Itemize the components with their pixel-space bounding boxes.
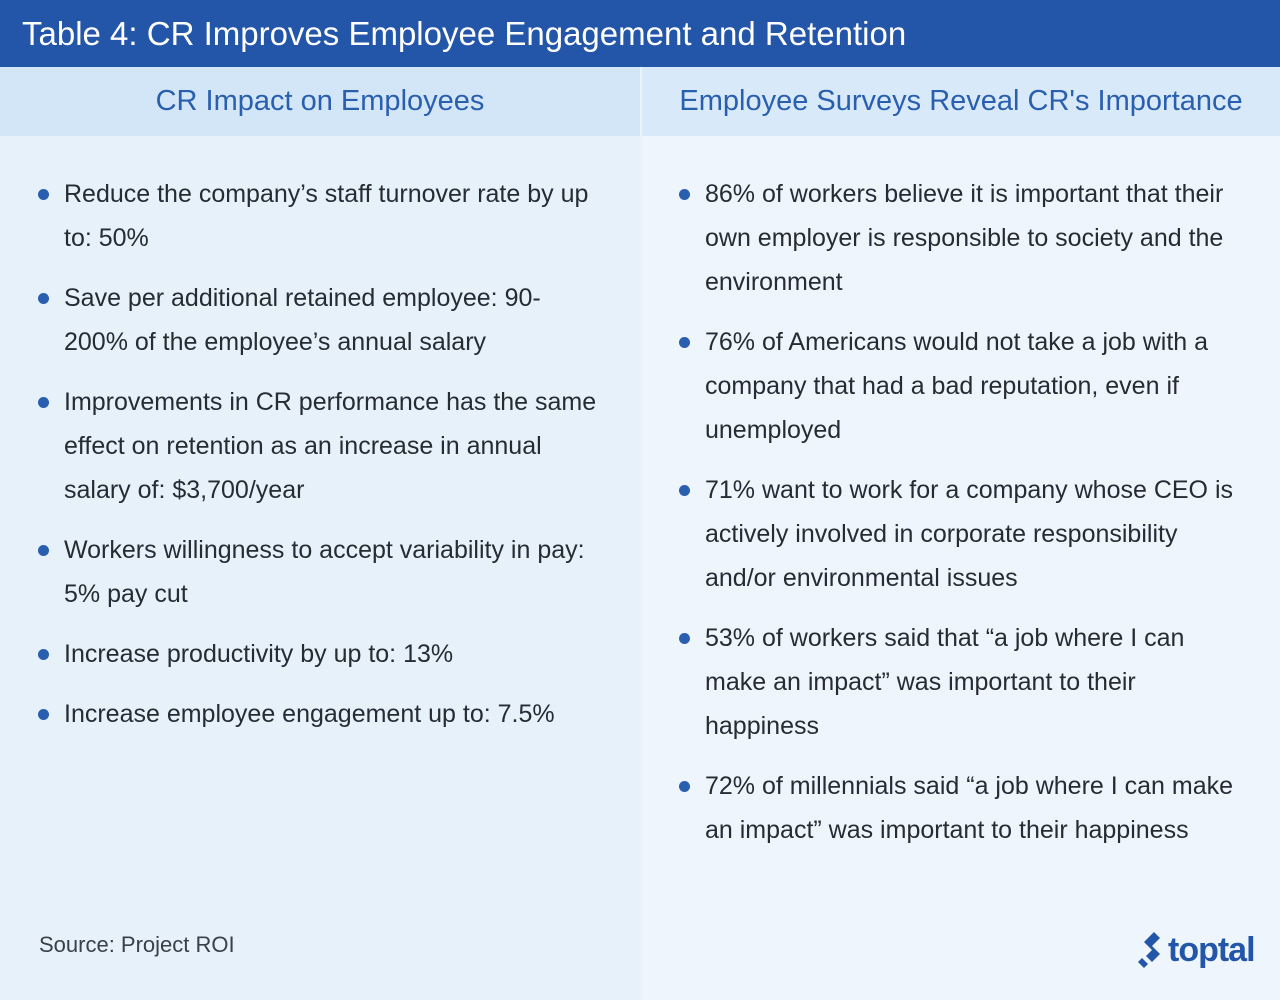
bullet-icon [38, 649, 49, 660]
list-item: Reduce the company’s staff turnover rate… [38, 172, 598, 260]
bullet-icon [679, 781, 690, 792]
left-column: CR Impact on Employees [0, 67, 640, 1000]
bullet-icon [38, 545, 49, 556]
list-item: 71% want to work for a company whose CEO… [679, 468, 1239, 600]
left-bullet-list: Reduce the company’s staff turnover rate… [38, 172, 598, 752]
bullet-icon [679, 633, 690, 644]
list-item: Improvements in CR performance has the s… [38, 380, 598, 512]
list-item: Increase productivity by up to: 13% [38, 632, 598, 676]
source-note: Source: Project ROI [39, 932, 235, 957]
bullet-icon [679, 189, 690, 200]
list-item: 86% of workers believe it is important t… [679, 172, 1239, 304]
list-item: 72% of millennials said “a job where I c… [679, 764, 1239, 852]
right-column-header: Employee Surveys Reveal CR's Importance [642, 67, 1280, 136]
list-item: 76% of Americans would not take a job wi… [679, 320, 1239, 452]
list-item: Increase employee engagement up to: 7.5% [38, 692, 598, 736]
right-column: Employee Surveys Reveal CR's Importance [642, 67, 1280, 1000]
toptal-logo-icon [1138, 932, 1160, 968]
toptal-logo: toptal [1138, 930, 1256, 970]
bullet-icon [679, 485, 690, 496]
list-item: 53% of workers said that “a job where I … [679, 616, 1239, 748]
page-title: Table 4: CR Improves Employee Engagement… [0, 0, 1280, 67]
bullet-icon [38, 709, 49, 720]
bullet-icon [679, 337, 690, 348]
bullet-icon [38, 189, 49, 200]
left-column-header: CR Impact on Employees [0, 67, 640, 136]
bullet-icon [38, 293, 49, 304]
list-item: Workers willingness to accept variabilit… [38, 528, 598, 616]
right-bullet-list: 86% of workers believe it is important t… [679, 172, 1239, 868]
logo-text: toptal [1168, 931, 1256, 969]
bullet-icon [38, 397, 49, 408]
list-item: Save per additional retained employee: 9… [38, 276, 598, 364]
